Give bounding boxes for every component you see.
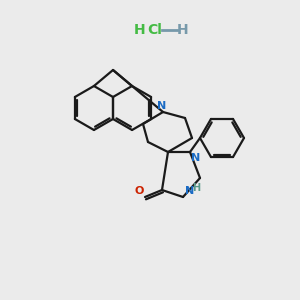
Text: N: N — [191, 153, 200, 163]
Text: Cl: Cl — [148, 23, 162, 37]
Text: N: N — [185, 186, 194, 196]
Text: H: H — [134, 23, 146, 37]
Text: O: O — [135, 186, 144, 196]
Text: N: N — [158, 101, 166, 111]
Text: H: H — [177, 23, 189, 37]
Text: H: H — [192, 183, 200, 193]
